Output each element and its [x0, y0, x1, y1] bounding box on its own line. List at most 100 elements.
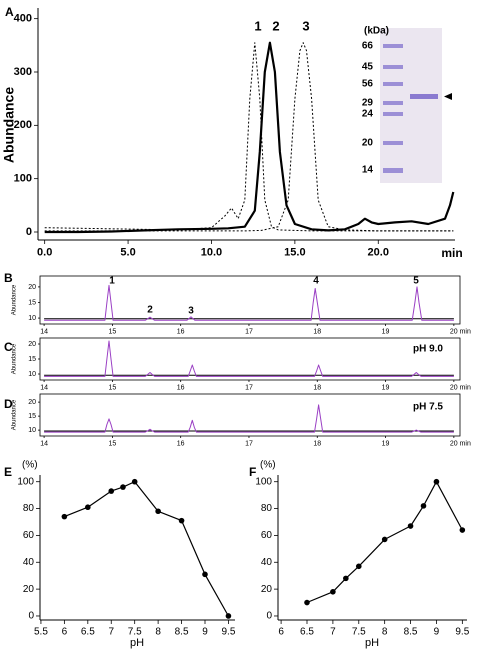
condition-label: pH 7.5 — [413, 402, 443, 413]
x-tick-label: 9 — [202, 627, 208, 638]
y-tick-label: 20 — [261, 584, 273, 595]
x-tick-label: 18 — [313, 328, 321, 335]
gel-marker-label: 24 — [362, 109, 374, 120]
panel: E 0 20 40 60 80 100 5.5 6 6.5 7 7.5 8 8.5 9 9.5 (%) pH — [4, 460, 236, 649]
gel-inset — [380, 28, 452, 183]
y-tick-label: 20 — [23, 584, 35, 595]
data-point — [381, 536, 388, 543]
x-tick-label: 17 — [245, 440, 253, 447]
y-tick-label: 10 — [28, 427, 36, 434]
data-point — [225, 613, 232, 619]
panel-label: B — [4, 271, 13, 285]
gel-band — [383, 101, 403, 105]
y-tick-label: 20 — [28, 284, 36, 291]
x-tick-label: 14 — [40, 440, 48, 447]
peak-label: 2 — [147, 305, 153, 316]
x-tick-label: 15 — [108, 328, 116, 335]
y-tick-label: 10 — [28, 371, 36, 378]
data-point — [120, 484, 126, 490]
y-axis-title: Abundance — [12, 399, 18, 430]
x-tick-label: 14 — [40, 384, 48, 391]
x-tick-label: 8 — [155, 627, 161, 638]
panel: A 0 100 200 300 400 0.0 5.0 10.0 15.0 20.0 Abundanc… — [1, 5, 463, 260]
gel-band — [383, 44, 403, 48]
x-tick-label: 6.5 — [81, 627, 95, 638]
x-tick-label: 14 — [40, 328, 48, 335]
data-point — [85, 504, 91, 511]
x-tick-label: 8 — [382, 627, 388, 638]
y-tick-label: 15 — [28, 299, 36, 306]
y-tick-label: 20 — [28, 399, 36, 406]
peak-label: 3 — [188, 306, 194, 317]
x-tick-label: 19 — [382, 384, 390, 391]
y-tick-label: 100 — [17, 476, 34, 487]
y-tick-label: 300 — [14, 66, 32, 78]
x-tick-label: 16 — [177, 440, 185, 447]
x-tick-label: 9.5 — [221, 627, 235, 638]
x-tick-label: 9 — [434, 627, 440, 638]
y-tick-label: 0 — [26, 226, 32, 238]
peak-label: 1 — [254, 18, 261, 33]
y-axis-title: Abundance — [1, 87, 17, 163]
data-point — [61, 513, 68, 520]
y-axis-title: (%) — [260, 460, 276, 471]
data-point — [330, 589, 336, 595]
y-tick-label: 15 — [28, 356, 36, 363]
gel-marker-label: 56 — [362, 79, 374, 90]
data-point — [155, 508, 161, 515]
gel-marker-label: 45 — [362, 62, 374, 73]
data-point — [343, 575, 349, 582]
data-point — [459, 527, 466, 533]
gel-band — [383, 141, 403, 145]
data-point — [108, 488, 115, 494]
y-tick-label: 15 — [28, 413, 36, 420]
x-tick-label: 19 — [382, 328, 390, 335]
x-tick-label: 5.0 — [120, 247, 135, 259]
y-tick-label: 0 — [266, 611, 272, 622]
x-tick-label: 7.5 — [128, 627, 142, 638]
x-tick-label: 16 — [177, 328, 185, 335]
y-tick-label: 10 — [28, 315, 36, 322]
panel-label: C — [4, 340, 13, 354]
panel: D 10 15 20 14 15 16 17 18 19 20 min Abundance pH 7.5 — [4, 393, 471, 447]
gel-marker-label: 14 — [362, 165, 374, 176]
peak-label: 2 — [272, 18, 279, 33]
data-line — [44, 404, 454, 433]
x-tick-label: 18 — [313, 440, 321, 447]
y-tick-label: 200 — [14, 119, 32, 131]
panel-label: A — [5, 5, 14, 19]
panel-label: D — [4, 397, 13, 411]
peak-label: 1 — [109, 276, 115, 287]
y-tick-label: 40 — [261, 557, 273, 568]
gel-unit-label: (kDa) — [364, 26, 389, 37]
y-tick-label: 80 — [23, 503, 35, 514]
data-line — [44, 42, 454, 232]
y-tick-label: 60 — [23, 530, 35, 541]
panel: C 10 15 20 14 15 16 17 18 19 20 min Abundance pH 9.0 — [4, 337, 471, 391]
y-axis-title: Abundance — [12, 343, 18, 374]
x-tick-label: 6 — [278, 627, 284, 638]
x-tick-label: 15.0 — [284, 247, 305, 259]
marker-bands — [383, 44, 403, 173]
data-point — [304, 599, 310, 606]
x-tick-label: 17 — [245, 328, 253, 335]
y-tick-label: 80 — [261, 503, 273, 514]
y-tick-label: 20 — [28, 341, 36, 348]
gel-band — [383, 82, 403, 86]
data-line — [64, 481, 229, 617]
x-tick-label: 15 — [108, 384, 116, 391]
data-point — [433, 478, 440, 485]
y-tick-label: 40 — [23, 557, 35, 568]
gel-background — [380, 28, 442, 183]
panel: B 10 15 20 14 15 16 17 18 19 20 min Abundance 1 2 3 4 5 — [4, 271, 471, 335]
data-line — [44, 340, 454, 377]
x-tick-label: 7 — [330, 627, 336, 638]
data-line — [44, 42, 454, 232]
x-tick-label: 7 — [108, 627, 114, 638]
y-tick-label: 100 — [14, 173, 32, 185]
gel-band — [383, 65, 403, 69]
y-tick-label: 0 — [28, 611, 34, 622]
data-point — [355, 563, 362, 570]
gel-marker-label: 29 — [362, 98, 374, 109]
